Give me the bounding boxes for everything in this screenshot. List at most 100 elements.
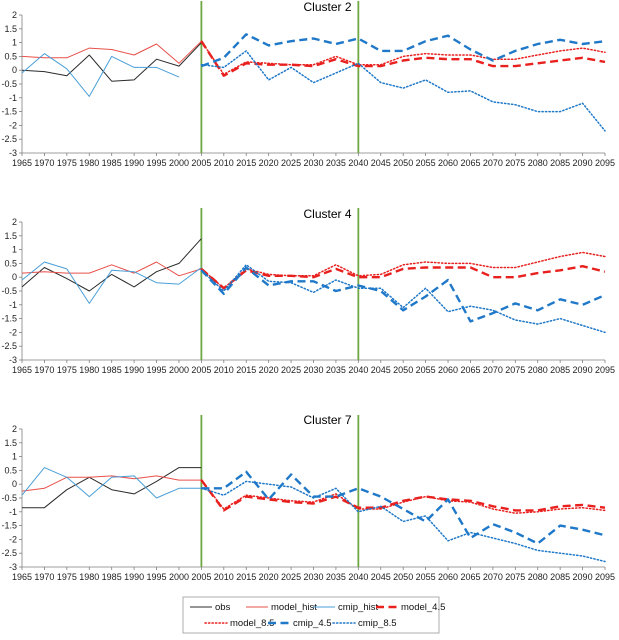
y-tick-label: 0 bbox=[12, 65, 17, 75]
x-tick-label: 2085 bbox=[550, 365, 570, 375]
series-line-model-8-5 bbox=[200, 251, 606, 289]
x-tick-label: 2040 bbox=[348, 158, 368, 168]
x-tick-label: 2020 bbox=[259, 158, 279, 168]
x-tick-label: 2085 bbox=[550, 158, 570, 168]
x-tick-label: 1970 bbox=[34, 365, 54, 375]
series-line-cmip-8-5 bbox=[200, 264, 606, 334]
series-line-cmip-8-5 bbox=[200, 50, 606, 132]
y-tick-label: -0.5 bbox=[1, 79, 17, 89]
x-tick-label: 1990 bbox=[124, 572, 144, 582]
x-tick-label: 2095 bbox=[595, 365, 615, 375]
x-tick-label: 2030 bbox=[303, 158, 323, 168]
x-tick-label: 2050 bbox=[393, 572, 413, 582]
y-tick-label: 1 bbox=[12, 452, 17, 462]
chart-panel-2: Cluster 4 2 1.5 1 0.5 0 -0.5 -1 -1.5 -2 -2.5 -31965… bbox=[1, 207, 615, 375]
x-tick-label: 2075 bbox=[505, 572, 525, 582]
x-tick-label: 1985 bbox=[102, 158, 122, 168]
series-line-obs bbox=[21, 238, 202, 292]
x-tick-label: 2080 bbox=[528, 572, 548, 582]
series-line-model-hist bbox=[21, 40, 202, 64]
x-tick-label: 2095 bbox=[595, 158, 615, 168]
series-line-cmip-hist bbox=[21, 261, 202, 304]
x-tick-label: 2035 bbox=[326, 365, 346, 375]
series-line-model-4-5 bbox=[200, 40, 606, 77]
x-tick-label: 2070 bbox=[483, 572, 503, 582]
x-tick-label: 2080 bbox=[528, 158, 548, 168]
legend-box bbox=[182, 596, 440, 634]
chart-title: Cluster 4 bbox=[303, 207, 351, 221]
x-tick-label: 1975 bbox=[57, 572, 77, 582]
series-line-model-hist bbox=[21, 261, 202, 277]
y-tick-label: -2 bbox=[9, 327, 17, 337]
series-line-cmip-4-5 bbox=[200, 266, 606, 323]
x-tick-label: 2020 bbox=[259, 365, 279, 375]
y-tick-label: -1.5 bbox=[1, 314, 17, 324]
y-tick-label: 2 bbox=[12, 10, 17, 20]
y-tick-label: -1 bbox=[9, 93, 17, 103]
y-tick-label: 0.5 bbox=[4, 465, 17, 475]
y-tick-label: -1 bbox=[9, 507, 17, 517]
x-tick-label: 2015 bbox=[236, 572, 256, 582]
x-tick-label: 1995 bbox=[147, 158, 167, 168]
legend: obs model_hist cmip_hist model_4.5 model_8.5… bbox=[182, 596, 445, 634]
x-tick-label: 2000 bbox=[169, 572, 189, 582]
x-tick-label: 2030 bbox=[303, 572, 323, 582]
x-tick-label: 2045 bbox=[371, 365, 391, 375]
y-tick-label: -1 bbox=[9, 300, 17, 310]
x-tick-label: 2035 bbox=[326, 158, 346, 168]
y-tick-label: -2 bbox=[9, 534, 17, 544]
x-tick-label: 2065 bbox=[460, 365, 480, 375]
x-tick-label: 2060 bbox=[438, 365, 458, 375]
y-tick-label: -2 bbox=[9, 120, 17, 130]
series-line-obs bbox=[21, 42, 202, 82]
x-tick-label: 1990 bbox=[124, 365, 144, 375]
series-line-obs bbox=[22, 467, 202, 509]
legend-label: cmip_hist bbox=[338, 602, 378, 613]
x-tick-label: 2015 bbox=[236, 158, 256, 168]
x-tick-label: 1965 bbox=[12, 158, 32, 168]
series-line-model-8-5 bbox=[200, 479, 606, 514]
chart-title: Cluster 7 bbox=[303, 413, 351, 427]
x-tick-label: 1975 bbox=[57, 365, 77, 375]
x-tick-label: 2025 bbox=[281, 365, 301, 375]
x-tick-label: 2065 bbox=[460, 158, 480, 168]
series-line-model-4-5 bbox=[200, 479, 606, 512]
y-tick-label: -3 bbox=[9, 148, 17, 158]
y-tick-label: 0 bbox=[12, 479, 17, 489]
y-tick-label: -2.5 bbox=[1, 548, 17, 558]
x-tick-label: 1990 bbox=[124, 158, 144, 168]
series-line-model-4-5 bbox=[200, 265, 606, 290]
x-tick-label: 2050 bbox=[393, 365, 413, 375]
x-tick-label: 1980 bbox=[79, 158, 99, 168]
x-tick-label: 2015 bbox=[236, 365, 256, 375]
x-tick-label: 2070 bbox=[483, 158, 503, 168]
x-tick-label: 2005 bbox=[191, 572, 211, 582]
x-tick-label: 2090 bbox=[573, 365, 593, 375]
x-tick-label: 2055 bbox=[416, 572, 436, 582]
y-tick-label: -0.5 bbox=[1, 493, 17, 503]
x-tick-label: 1985 bbox=[102, 365, 122, 375]
y-tick-label: -1.5 bbox=[1, 521, 17, 531]
legend-label: cmip_8.5 bbox=[358, 618, 397, 629]
x-tick-label: 2055 bbox=[416, 365, 436, 375]
x-tick-label: 2075 bbox=[505, 158, 525, 168]
x-tick-label: 2020 bbox=[259, 572, 279, 582]
x-tick-label: 2035 bbox=[326, 572, 346, 582]
chart-panel-3: Cluster 7 2 1.5 1 0.5 0 -0.5 -1 -1.5 -2 -2.5 -31965… bbox=[1, 413, 615, 582]
y-tick-label: 1.5 bbox=[4, 24, 17, 34]
x-tick-label: 1980 bbox=[79, 365, 99, 375]
x-tick-label: 2005 bbox=[191, 158, 211, 168]
y-tick-label: -1.5 bbox=[1, 107, 17, 117]
y-tick-label: 0.5 bbox=[4, 258, 17, 268]
x-tick-label: 2000 bbox=[169, 158, 189, 168]
x-tick-label: 2095 bbox=[595, 572, 615, 582]
x-tick-label: 2005 bbox=[191, 365, 211, 375]
x-tick-label: 1965 bbox=[12, 365, 32, 375]
x-tick-label: 1970 bbox=[34, 158, 54, 168]
x-tick-label: 2010 bbox=[214, 365, 234, 375]
x-tick-label: 1970 bbox=[34, 572, 54, 582]
series-line-model-8-5 bbox=[200, 40, 606, 76]
x-tick-label: 1980 bbox=[79, 572, 99, 582]
x-tick-label: 2030 bbox=[303, 365, 323, 375]
